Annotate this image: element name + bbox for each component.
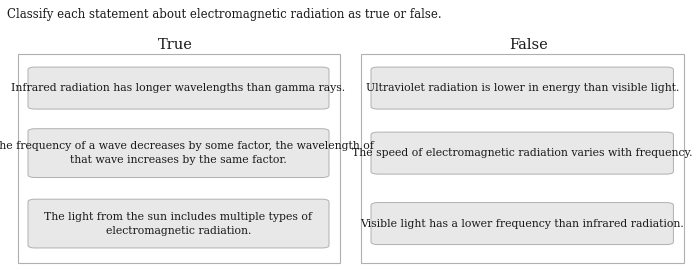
FancyBboxPatch shape [371, 132, 673, 174]
Text: True: True [158, 38, 192, 52]
Text: Visible light has a lower frequency than infrared radiation.: Visible light has a lower frequency than… [360, 219, 684, 228]
FancyBboxPatch shape [360, 54, 684, 263]
Text: The speed of electromagnetic radiation varies with frequency.: The speed of electromagnetic radiation v… [352, 148, 692, 158]
FancyBboxPatch shape [28, 199, 329, 248]
FancyBboxPatch shape [28, 67, 329, 109]
FancyBboxPatch shape [18, 54, 340, 263]
Text: False: False [509, 38, 548, 52]
Text: If the frequency of a wave decreases by some factor, the wavelength of
that wave: If the frequency of a wave decreases by … [0, 141, 374, 165]
Text: Ultraviolet radiation is lower in energy than visible light.: Ultraviolet radiation is lower in energy… [365, 83, 679, 93]
Text: Classify each statement about electromagnetic radiation as true or false.: Classify each statement about electromag… [7, 8, 442, 21]
FancyBboxPatch shape [371, 203, 673, 245]
FancyBboxPatch shape [28, 129, 329, 178]
Text: The light from the sun includes multiple types of
electromagnetic radiation.: The light from the sun includes multiple… [45, 212, 312, 235]
Text: Infrared radiation has longer wavelengths than gamma rays.: Infrared radiation has longer wavelength… [11, 83, 346, 93]
FancyBboxPatch shape [371, 67, 673, 109]
